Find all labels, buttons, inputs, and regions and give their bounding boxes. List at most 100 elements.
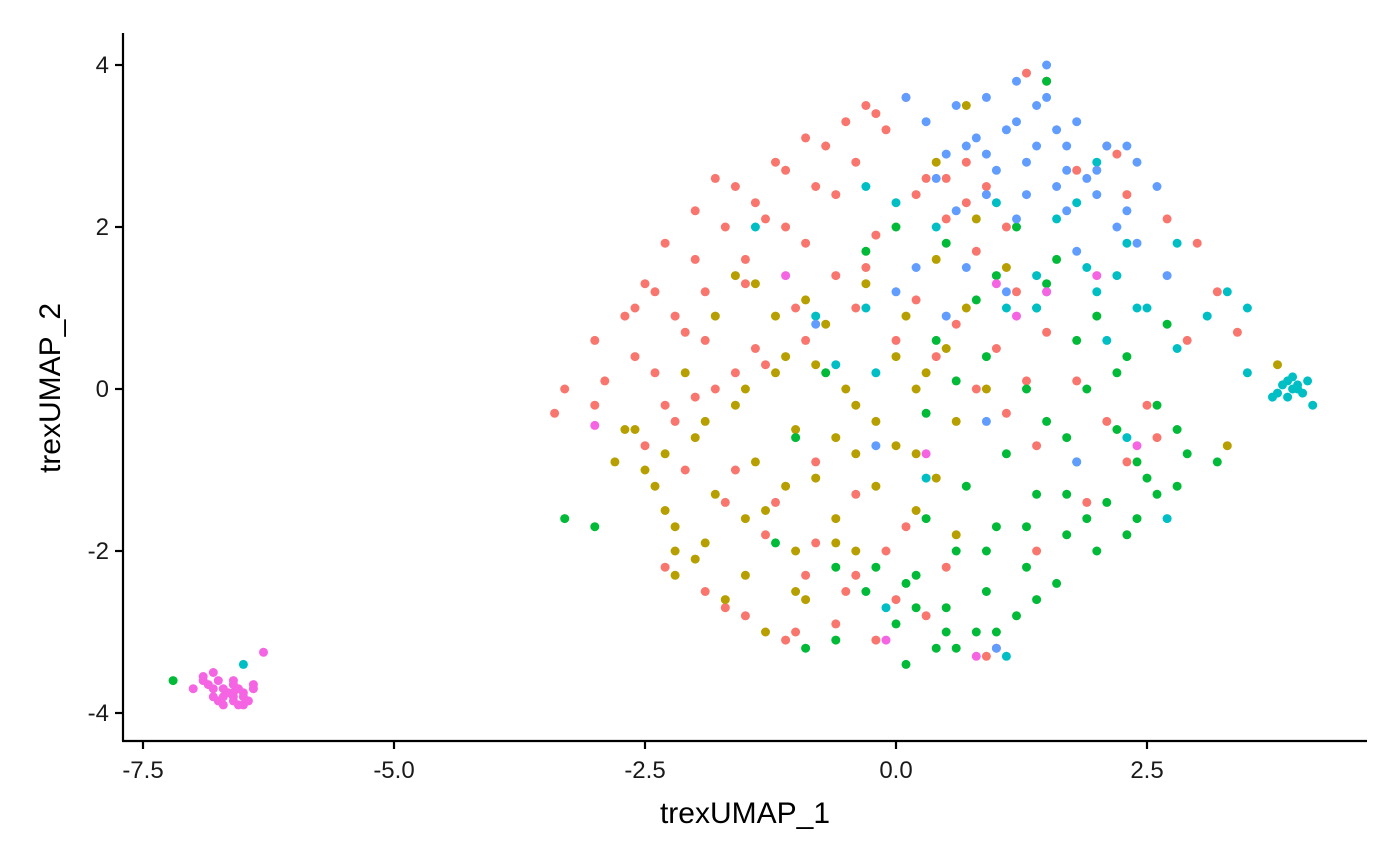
data-point (951, 416, 961, 426)
data-point (881, 635, 891, 645)
data-point (1052, 578, 1062, 588)
data-point (1122, 190, 1132, 200)
data-point (750, 344, 760, 353)
x-axis-ticks: -7.5 -5.0 -2.5 0.0 2.5 (122, 741, 1164, 784)
data-point (811, 319, 821, 329)
data-point (921, 449, 931, 459)
data-point (821, 319, 831, 329)
data-point (203, 680, 213, 690)
data-point (640, 441, 650, 451)
data-point (670, 522, 680, 532)
data-point (771, 368, 780, 378)
data-point (1032, 441, 1042, 451)
data-point (901, 92, 911, 102)
data-point (740, 570, 750, 580)
data-point (1052, 254, 1062, 264)
data-point (710, 311, 720, 321)
data-point (931, 254, 941, 264)
data-point (1072, 198, 1082, 208)
data-point (660, 562, 670, 572)
data-point (991, 627, 1001, 637)
data-point (991, 279, 1001, 289)
data-point (781, 352, 791, 362)
data-point (801, 335, 811, 345)
data-point (1152, 400, 1162, 410)
data-point (1022, 384, 1031, 394)
data-point (901, 659, 911, 669)
data-point (1092, 287, 1102, 297)
data-point (801, 595, 811, 605)
data-point (640, 279, 650, 289)
data-point (1162, 214, 1172, 224)
data-point (1022, 376, 1031, 386)
data-point (1242, 368, 1252, 378)
data-point (1132, 238, 1142, 248)
data-point (1042, 327, 1052, 337)
data-point (1132, 157, 1142, 167)
data-point (891, 287, 901, 297)
data-point (1042, 279, 1052, 289)
data-point (630, 303, 640, 313)
data-point (1072, 165, 1082, 175)
data-point (1162, 271, 1172, 281)
data-point (1022, 562, 1031, 572)
data-point (1001, 303, 1011, 313)
data-point (991, 198, 1001, 208)
data-point (801, 570, 811, 580)
data-point (1062, 141, 1072, 151)
data-point (931, 643, 941, 653)
data-point (981, 651, 991, 661)
data-point (891, 198, 901, 208)
data-point (831, 635, 841, 645)
data-point (730, 182, 740, 191)
data-point (851, 303, 861, 313)
data-point (891, 619, 901, 629)
data-point (1288, 384, 1298, 394)
data-point (650, 481, 660, 491)
data-point (961, 101, 971, 110)
data-point (1182, 449, 1192, 459)
data-point (851, 157, 861, 167)
data-point (750, 198, 760, 208)
data-point (861, 182, 871, 191)
data-point (1162, 319, 1172, 329)
data-point (871, 562, 881, 572)
data-point (1052, 182, 1062, 191)
data-point (771, 497, 780, 507)
data-point (931, 352, 941, 362)
data-point (1032, 303, 1042, 313)
data-points (168, 60, 1318, 710)
data-point (931, 173, 941, 183)
data-point (1032, 141, 1042, 151)
data-point (1278, 380, 1287, 390)
data-point (921, 611, 931, 621)
data-point (851, 449, 861, 459)
data-point (941, 214, 951, 224)
data-point (710, 384, 720, 394)
data-point (1172, 344, 1182, 353)
data-point (1072, 376, 1082, 386)
data-point (1303, 376, 1313, 386)
data-point (1022, 68, 1031, 78)
data-point (831, 562, 841, 572)
data-point (238, 688, 248, 698)
data-point (243, 696, 253, 706)
data-point (620, 425, 630, 434)
data-point (1122, 141, 1132, 151)
data-point (831, 360, 841, 370)
data-point (791, 425, 801, 434)
data-point (1122, 457, 1132, 467)
data-point (750, 222, 760, 232)
data-point (700, 416, 710, 426)
data-point (1012, 311, 1021, 321)
data-point (991, 522, 1001, 532)
data-point (680, 327, 690, 337)
data-point (941, 344, 951, 353)
data-point (1001, 408, 1011, 418)
y-axis-ticks: 4 2 0 -2 -4 (88, 52, 123, 727)
data-point (921, 514, 931, 524)
data-point (1072, 246, 1082, 256)
data-point (1012, 76, 1021, 86)
data-point (951, 376, 961, 386)
data-point (791, 433, 801, 443)
